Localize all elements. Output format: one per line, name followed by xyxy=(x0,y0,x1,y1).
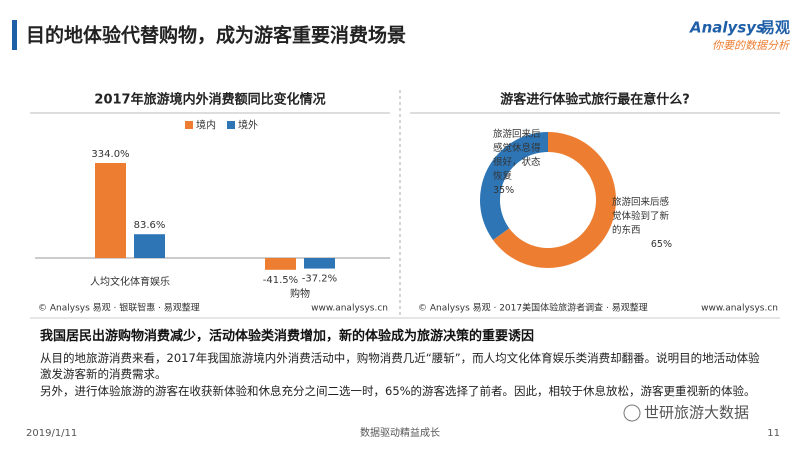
bar xyxy=(304,258,335,269)
value-label: -41.5% xyxy=(263,275,298,286)
summary-paragraph: 从目的地旅游消费来看，2017年我国旅游境内外消费活动中，购物消费几近“腰斩”，… xyxy=(40,351,760,381)
x-tick-label: 购物 xyxy=(290,287,310,300)
slice-category: 旅游回来后感觉体验到了新的东西 xyxy=(612,197,670,236)
slice-label: 旅游回来后感觉体验到了新的东西 65% xyxy=(612,196,672,252)
value-label: -37.2% xyxy=(302,274,337,285)
wechat-icon xyxy=(623,404,641,422)
bar xyxy=(265,258,296,270)
footer-page: 11 xyxy=(767,428,780,439)
bar xyxy=(95,163,126,258)
legend-swatch xyxy=(227,121,235,129)
pie-slice xyxy=(492,132,616,268)
legend-label: 境内 xyxy=(196,119,216,132)
slide-title: 目的地体验代替购物，成为游客重要消费场景 xyxy=(26,24,406,47)
slice-label: 旅游回来后感觉休息得很好，状态恢复 35% xyxy=(493,128,548,198)
value-label: 83.6% xyxy=(134,220,166,231)
logo-brand: Analysys xyxy=(689,19,765,37)
pie-slice xyxy=(479,132,548,240)
slice-value: 35% xyxy=(493,185,515,196)
logo-tagline: 你要的数据分析 xyxy=(712,39,791,52)
summary-paragraph: 另外，进行体验旅游的游客在收获新体验和休息充分之间二选一时，65%的游客选择了前… xyxy=(40,384,756,398)
slice-category: 旅游回来后感觉休息得很好，状态恢复 xyxy=(493,129,541,182)
logo-cn: 易观 xyxy=(760,19,790,37)
footer-slogan: 数据驱动精益成长 xyxy=(360,426,440,439)
chart-title: 2017年旅游境内外消费额同比变化情况 xyxy=(94,92,325,108)
summary-heading: 我国居民出游购物消费减少，活动体验类消费增加，新的体验成为旅游决策的重要诱因 xyxy=(40,329,535,344)
x-tick-label: 人均文化体育娱乐 xyxy=(90,275,170,288)
legend-label: 境外 xyxy=(238,119,258,132)
chart-url: www.analysys.cn xyxy=(701,304,778,314)
chart-source: © Analysys 易观 · 2017美国体验旅游者调查 · 易观整理 xyxy=(418,302,648,314)
watermark: 世研旅游大数据 xyxy=(644,404,749,422)
value-label: 334.0% xyxy=(91,149,129,160)
chart-source: © Analysys 易观 · 银联智惠 · 易观整理 xyxy=(38,302,200,314)
chart-title: 游客进行体验式旅行最在意什么? xyxy=(500,92,690,108)
title-bar xyxy=(12,20,17,50)
legend-swatch xyxy=(185,121,193,129)
bar xyxy=(134,234,165,258)
footer-date: 2019/1/11 xyxy=(26,428,77,439)
slice-value: 65% xyxy=(650,239,672,250)
chart-url: www.analysys.cn xyxy=(311,304,388,314)
